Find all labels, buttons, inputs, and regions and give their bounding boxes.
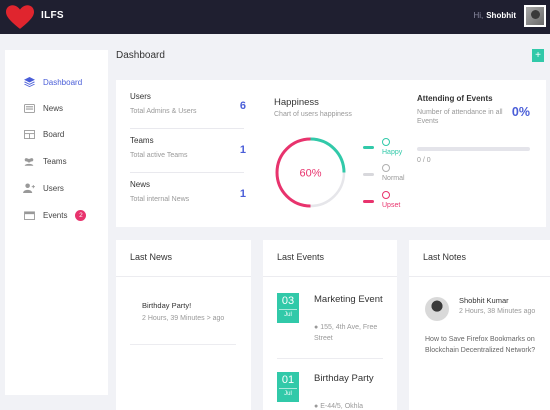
panel-title: Last Notes	[423, 252, 467, 262]
stat-label: Teams	[130, 136, 154, 145]
stat-value: 1	[239, 144, 246, 156]
stat-label: Users	[130, 92, 151, 101]
attending-percent: 0%	[511, 105, 530, 119]
stat-subtitle: Total active Teams	[130, 152, 188, 159]
sidebar: Dashboard News Board Teams Users Events …	[5, 50, 108, 395]
sidebar-item-label: Board	[43, 129, 65, 139]
donut-upset-arc	[275, 137, 311, 208]
event-date-badge: 03 Jul	[277, 293, 299, 323]
page-title: Dashboard	[116, 50, 165, 61]
news-icon	[23, 103, 35, 113]
legend-happy-label: Happy	[382, 149, 403, 156]
note-meta: 2 Hours, 38 Minutes ago	[459, 308, 536, 315]
board-icon	[23, 129, 35, 139]
heart-logo-icon[interactable]	[6, 5, 34, 30]
sidebar-item-events[interactable]: Events 2	[23, 207, 87, 223]
last-news-card: Last News Birthday Party! 2 Hours, 39 Mi…	[116, 240, 251, 410]
location-pin-icon: ●	[314, 403, 321, 410]
sidebar-item-users[interactable]: Users	[23, 180, 64, 196]
note-author-avatar	[425, 297, 449, 321]
note-text[interactable]: How to Save Firefox Bookmarks on Blockch…	[425, 336, 536, 354]
legend-normal-label: Normal	[382, 175, 405, 182]
stat-news[interactable]: News Total internal News 1	[130, 180, 246, 218]
legend-normal-swatch	[363, 173, 374, 176]
event-title[interactable]: Marketing Event	[314, 294, 383, 305]
top-navbar: ILFS Hi, Shobhit	[0, 0, 550, 34]
calendar-icon	[23, 210, 35, 220]
panel-divider	[116, 276, 251, 277]
event-day: 01	[281, 374, 295, 386]
donut-happy-arc	[310, 137, 346, 173]
list-divider	[277, 358, 383, 359]
users-icon	[23, 156, 35, 166]
event-location-text: 155, 4th Ave, Free Street	[314, 324, 378, 342]
brand-name[interactable]: ILFS	[41, 10, 64, 21]
neutral-face-icon	[382, 164, 390, 172]
legend-upset-label: Upset	[382, 202, 401, 209]
happiness-subtitle: Chart of users happiness	[274, 111, 352, 118]
event-date-badge: 01 Jul	[277, 372, 299, 402]
stat-divider	[130, 172, 244, 173]
attending-title: Attending of Events	[417, 94, 493, 103]
location-pin-icon: ●	[314, 324, 321, 331]
donut-center-label: 60%	[299, 168, 321, 180]
sidebar-item-board[interactable]: Board	[23, 126, 64, 142]
event-day: 03	[281, 295, 295, 307]
sad-face-icon	[382, 191, 390, 199]
sidebar-item-label: Dashboard	[43, 77, 83, 87]
attending-count: 0 / 0	[417, 157, 431, 164]
news-item-title[interactable]: Birthday Party!	[142, 301, 192, 310]
list-divider	[130, 344, 236, 345]
panel-title: Last Events	[277, 252, 325, 262]
user-name: Shobhit	[486, 11, 516, 20]
stat-label: News	[130, 180, 151, 189]
user-plus-icon	[23, 183, 35, 193]
stat-divider	[130, 128, 244, 129]
last-events-card: Last Events 03 Jul Marketing Event ● 155…	[263, 240, 397, 410]
event-location: ● 155, 4th Ave, Free Street	[314, 322, 384, 344]
user-avatar[interactable]	[524, 5, 546, 27]
event-location-text: E-44/5, Okhla	[320, 403, 363, 410]
events-count-badge: 2	[75, 209, 87, 221]
sidebar-item-dashboard[interactable]: Dashboard	[23, 74, 82, 90]
sidebar-item-label: Teams	[43, 156, 67, 166]
panel-divider	[263, 276, 397, 277]
stat-value: 6	[239, 100, 246, 112]
stat-value: 1	[239, 188, 246, 200]
stat-subtitle: Total Admins & Users	[130, 108, 197, 115]
attending-progress-bar	[417, 147, 530, 151]
stat-subtitle: Total internal News	[130, 196, 190, 203]
sidebar-item-label: Users	[43, 183, 64, 193]
sidebar-item-news[interactable]: News	[23, 100, 63, 116]
event-month: Jul	[279, 388, 297, 399]
news-item-meta: 2 Hours, 39 Minutes > ago	[142, 315, 225, 322]
sidebar-item-teams[interactable]: Teams	[23, 153, 67, 169]
legend-happy-swatch	[363, 146, 374, 149]
event-title[interactable]: Birthday Party	[314, 373, 374, 384]
stat-users[interactable]: Users Total Admins & Users 6	[130, 92, 246, 130]
panel-divider	[409, 276, 550, 277]
note-author-name: Shobhit Kumar	[459, 296, 509, 305]
sidebar-item-label: News	[43, 103, 64, 113]
add-button[interactable]: +	[532, 49, 544, 62]
stat-teams[interactable]: Teams Total active Teams 1	[130, 136, 246, 174]
event-location: ● E-44/5, Okhla	[314, 401, 384, 410]
user-greeting[interactable]: Hi, Shobhit	[473, 11, 516, 20]
panel-title: Last News	[130, 252, 173, 262]
legend-upset-swatch	[363, 200, 374, 203]
event-month: Jul	[279, 309, 297, 320]
happiness-donut-chart: 60%	[275, 137, 346, 208]
summary-card: Users Total Admins & Users 6 Teams Total…	[116, 80, 546, 227]
happy-face-icon	[382, 138, 390, 146]
sidebar-item-label: Events	[43, 210, 68, 220]
greeting-text: Hi,	[473, 11, 484, 20]
last-notes-card: Last Notes Shobhit Kumar 2 Hours, 38 Min…	[409, 240, 550, 410]
layers-icon	[23, 77, 35, 87]
attending-subtitle: Number of attendance in all Events	[417, 109, 503, 125]
happiness-title: Happiness	[274, 97, 319, 108]
